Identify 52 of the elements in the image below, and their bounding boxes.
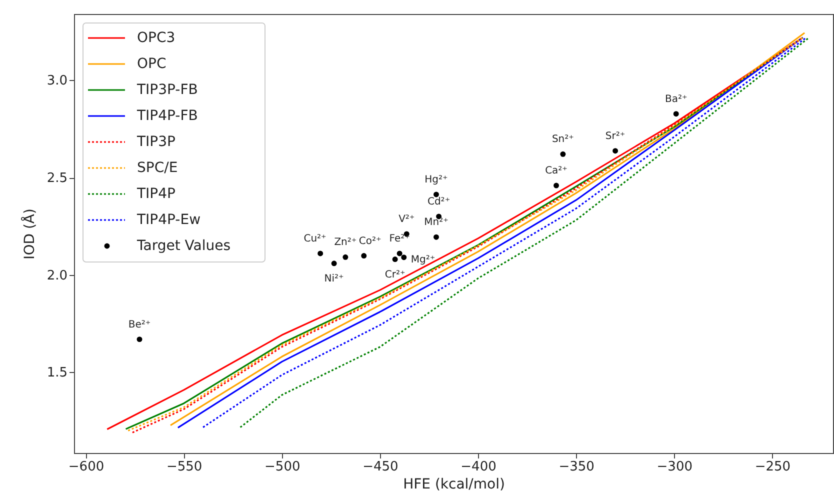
legend-label: OPC3 <box>137 30 176 46</box>
y-axis-title: IOD (Å) <box>20 208 38 260</box>
x-tick-label: −600 <box>68 460 104 474</box>
annotation: Cd²⁺ <box>427 196 450 208</box>
point <box>554 182 560 188</box>
point <box>318 250 324 256</box>
x-tick-label: −250 <box>754 460 791 474</box>
x-tick-label: −300 <box>656 460 692 474</box>
annotation: Mn²⁺ <box>424 217 448 228</box>
legend-label: TIP4P-FB <box>136 108 198 124</box>
legend-label: SPC/E <box>137 160 178 176</box>
y-tick-label: 2.5 <box>46 171 68 186</box>
annotation: Co²⁺ <box>358 236 382 247</box>
y-tick-label: 3.0 <box>46 74 68 89</box>
annotation: Ba²⁺ <box>664 94 688 105</box>
legend-label: TIP3P-FB <box>136 82 198 98</box>
legend-label: OPC <box>137 56 166 72</box>
annotation: Sr²⁺ <box>605 130 626 142</box>
annotation: V²⁺ <box>398 214 415 225</box>
legend-label: TIP4P <box>136 186 176 202</box>
x-tick-label: −350 <box>558 460 594 474</box>
x-tick-label: −400 <box>460 460 496 474</box>
point <box>392 256 398 262</box>
x-tick-label: −550 <box>166 460 202 474</box>
annotation: Hg²⁺ <box>424 174 448 186</box>
annotation: Mg²⁺ <box>410 254 436 266</box>
annotation: Zn²⁺ <box>334 237 357 248</box>
annotation: Be²⁺ <box>128 319 151 330</box>
x-tick-label: −450 <box>362 460 398 474</box>
point <box>401 254 407 260</box>
point <box>673 111 679 117</box>
point <box>560 151 566 157</box>
annotation: Cu²⁺ <box>304 233 326 244</box>
point <box>396 250 402 256</box>
point <box>331 260 337 266</box>
point <box>342 254 348 260</box>
point <box>612 148 618 154</box>
annotation: Ca²⁺ <box>545 166 568 177</box>
legend-label: Target Values <box>136 238 231 254</box>
legend-label: TIP4P-Ew <box>136 212 201 228</box>
y-tick-label: 2.0 <box>46 268 68 284</box>
annotation: Ni²⁺ <box>324 273 344 284</box>
annotation: Cr²⁺ <box>384 269 406 280</box>
point <box>136 336 142 342</box>
annotation: Fe²⁺ <box>389 233 410 244</box>
y-tick-label: 1.5 <box>46 366 68 381</box>
point <box>434 234 439 240</box>
legend-label: TIP3P <box>136 134 176 150</box>
x-tick-label: −500 <box>264 460 300 474</box>
x-axis-title: HFE (kcal/mol) <box>403 476 505 492</box>
point <box>361 253 367 259</box>
annotation: Sn²⁺ <box>552 134 574 146</box>
